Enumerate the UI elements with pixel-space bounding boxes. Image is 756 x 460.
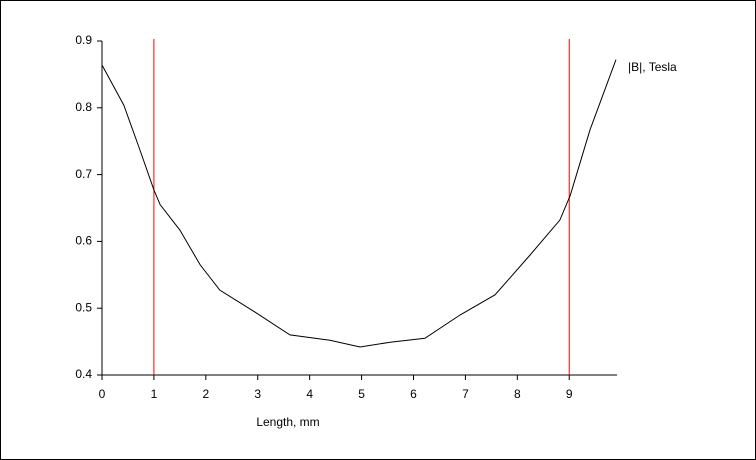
x-axis-label: Length, mm — [256, 415, 319, 429]
y-tick-label: 0.8 — [75, 100, 92, 114]
x-tick-label: 2 — [202, 387, 209, 401]
x-tick-label: 0 — [99, 387, 106, 401]
x-tick-label: 8 — [514, 387, 521, 401]
x-tick-label: 7 — [462, 387, 469, 401]
x-tick-label: 5 — [358, 387, 365, 401]
y-tick-label: 0.4 — [75, 367, 92, 381]
x-tick-label: 4 — [306, 387, 313, 401]
x-tick-label: 1 — [151, 387, 158, 401]
y-tick-label: 0.6 — [75, 234, 92, 248]
legend-label: |B|, Tesla — [628, 60, 677, 74]
y-tick-label: 0.7 — [75, 167, 92, 181]
y-tick-label: 0.5 — [75, 300, 92, 314]
series-line — [101, 59, 617, 348]
x-tick-label: 9 — [566, 387, 573, 401]
x-tick-label: 3 — [254, 387, 261, 401]
y-tick-label: 0.9 — [75, 33, 92, 47]
x-tick-label: 6 — [410, 387, 417, 401]
